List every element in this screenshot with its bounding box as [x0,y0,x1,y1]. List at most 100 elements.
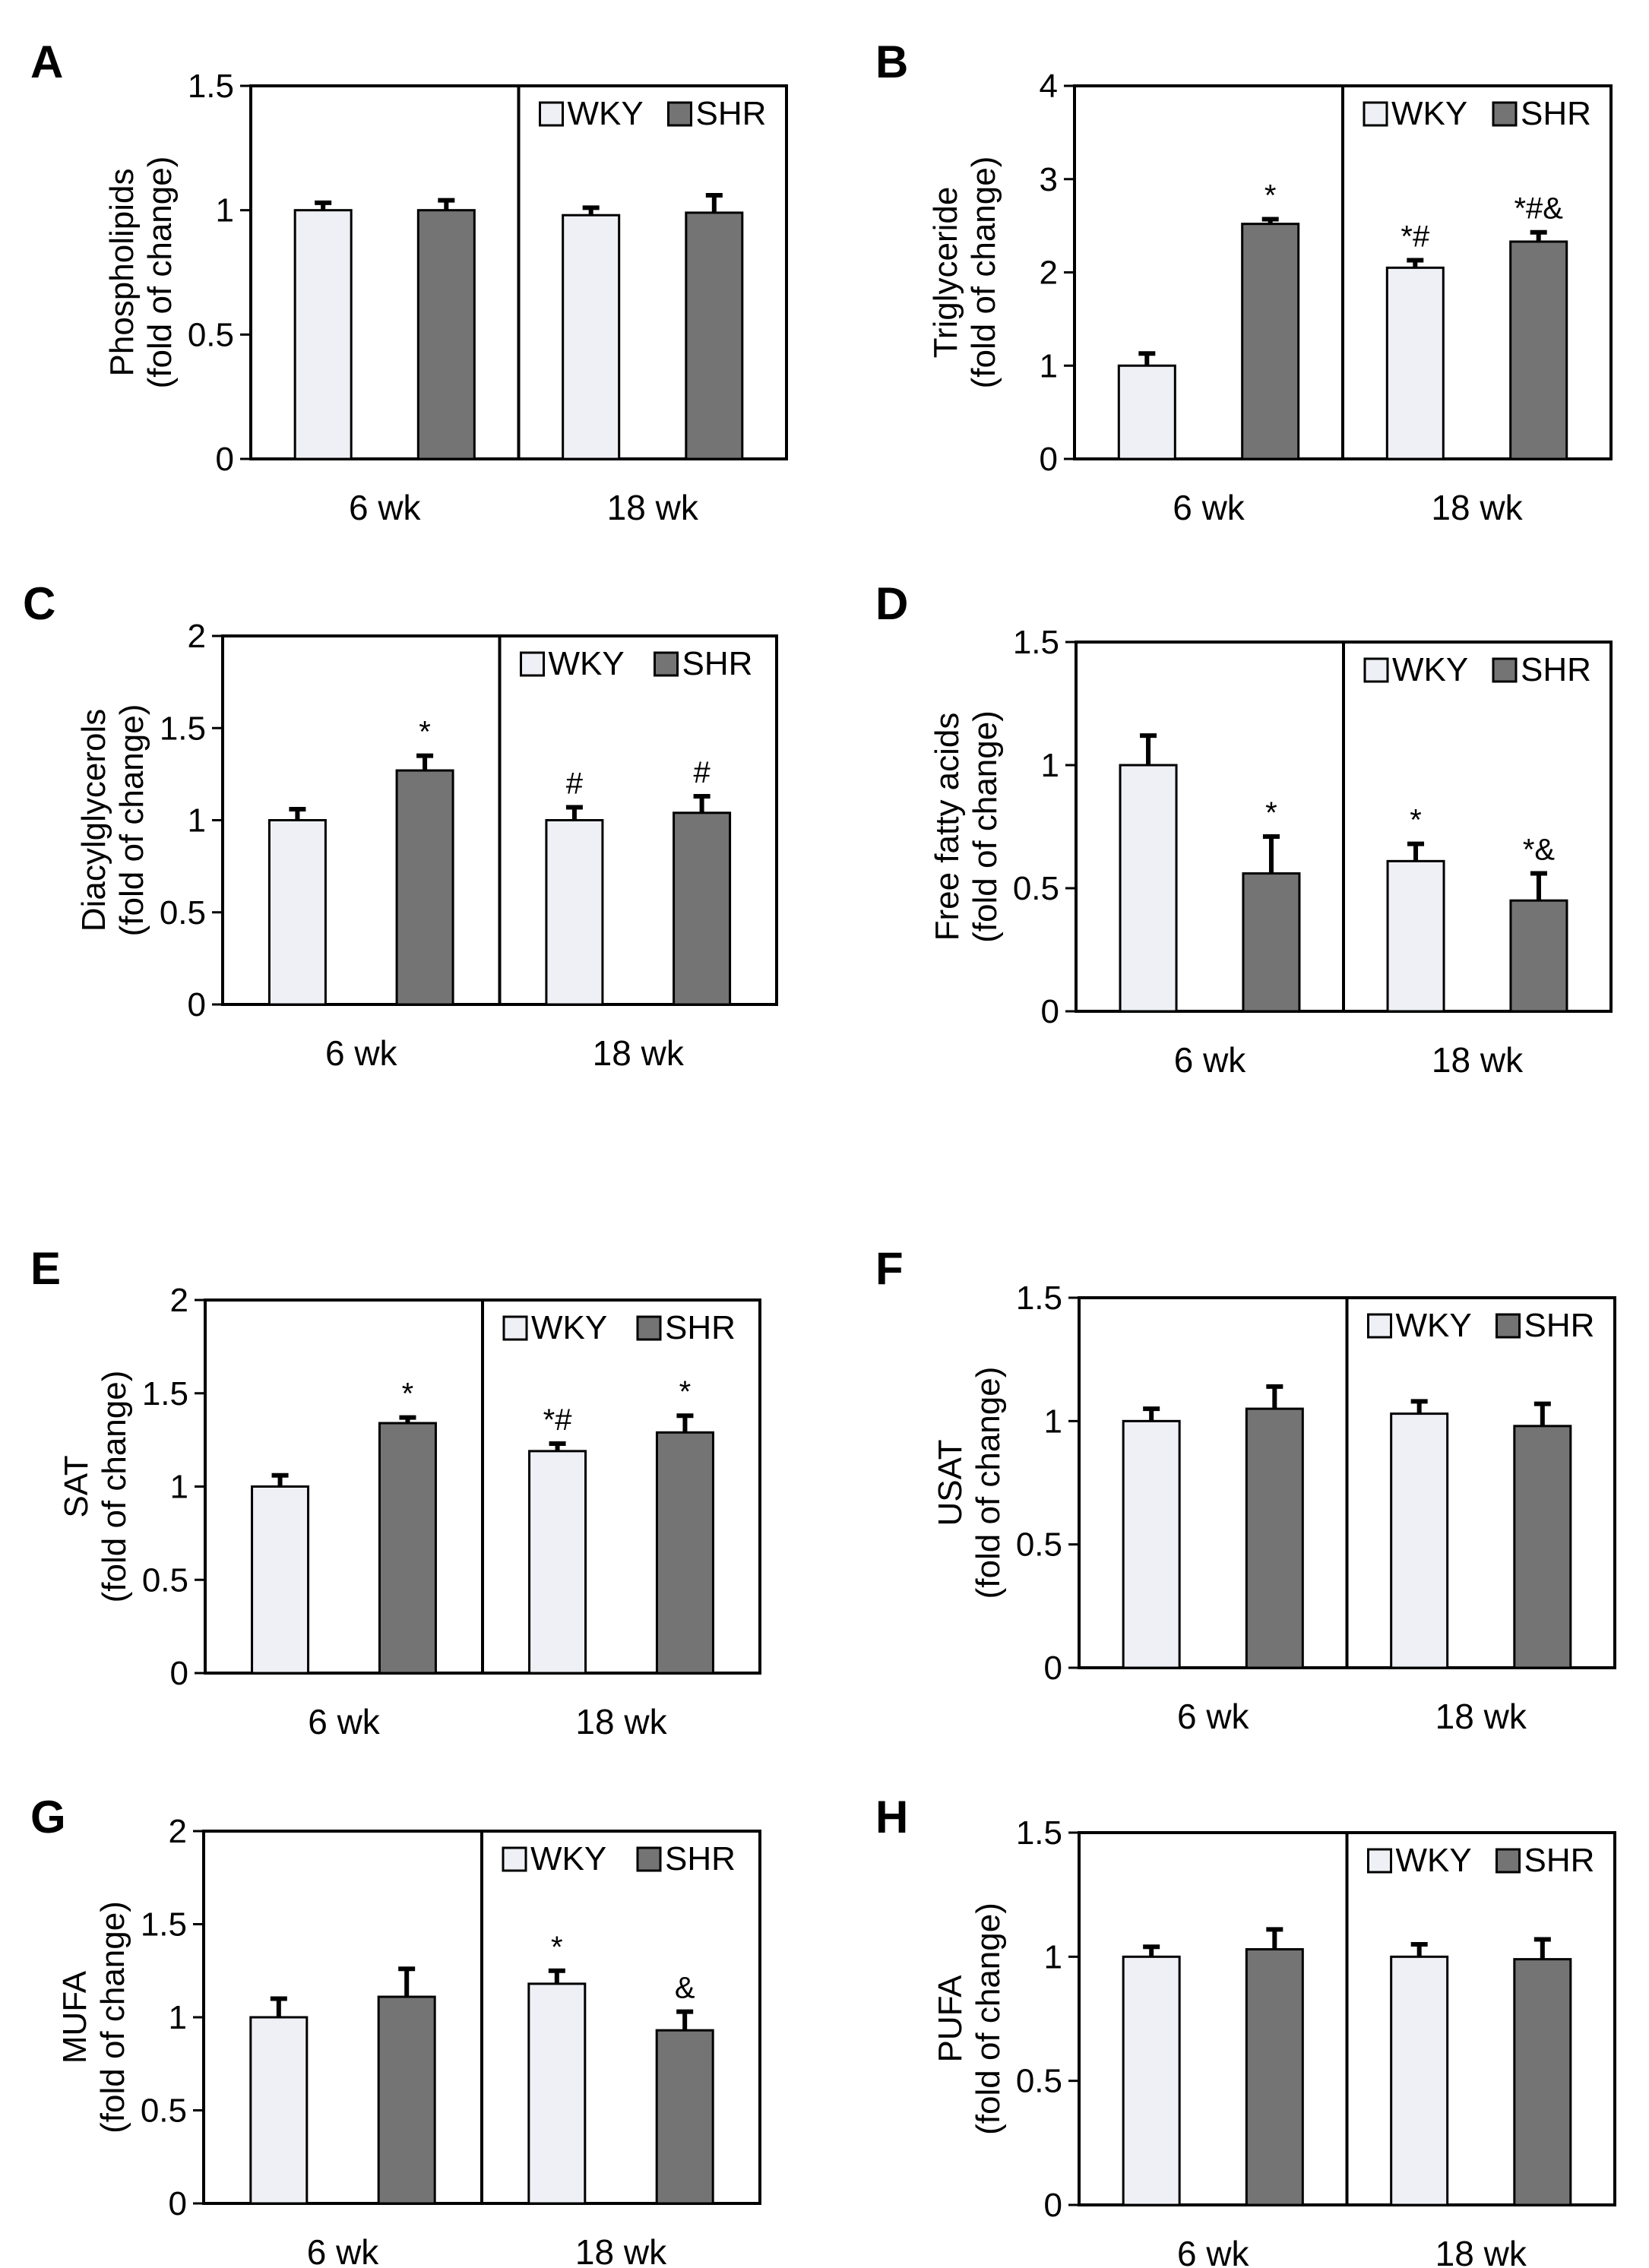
y-axis-sublabel: (fold of change) [94,1901,131,2134]
y-axis-sublabel: (fold of change) [113,704,150,937]
legend-swatch-wky [1367,1848,1392,1874]
significance-label: * [1265,796,1277,830]
y-tick-label: 0 [170,1655,188,1692]
y-axis-label: SAT [58,1455,95,1517]
panel-c: C 0 0.5 1 1.5 2 Diacylglycerols (fold of change… [23,578,778,1073]
bar-shr [1242,872,1301,1013]
significance-label: * [679,1375,692,1409]
y-tick-label: 0 [188,986,206,1023]
y-tick-label: 3 [1040,161,1058,198]
bar-shr [1509,899,1568,1013]
group-label: 6 wk [1173,488,1245,527]
significance-label: *# [543,1403,573,1437]
bar-wky [1386,859,1445,1013]
bar-wky [1390,1412,1449,1669]
y-tick-label: 1 [169,1999,187,2036]
y-tick-label: 1 [1040,347,1058,384]
y-tick-label: 1 [1044,1403,1062,1440]
group-label: 18 wk [1435,2234,1527,2268]
y-axis-sublabel: (fold of change) [96,1371,133,1603]
y-tick-label: 1.5 [142,1375,188,1412]
legend-swatch-wky [502,1315,528,1341]
panel-letter: B [875,36,908,87]
bar-wky [293,209,353,460]
bar-wky [251,1485,310,1675]
legend-label-shr: SHR [696,95,767,132]
bar-shr [377,1995,436,2205]
group-label: 18 wk [593,1033,685,1073]
legend-swatch-wky [520,651,545,677]
bar-shr [1245,1948,1304,2206]
bar-wky [528,1450,587,1675]
bar-shr [1245,1407,1304,1669]
legend-label-shr: SHR [665,1309,736,1346]
bar-shr [655,2029,714,2205]
legend-label-shr: SHR [1521,95,1591,132]
bar-shr [673,811,732,1006]
legend-swatch-shr [667,101,692,127]
legend-swatch-shr [636,1315,662,1341]
legend-swatch-shr [1492,101,1518,127]
y-tick-label: 1.5 [160,710,206,747]
y-axis-sublabel: (fold of change) [970,1367,1007,1599]
y-tick-label: 2 [1040,255,1058,292]
group-label: 6 wk [349,488,422,527]
y-tick-label: 0.5 [160,894,206,932]
legend-label-shr: SHR [682,645,753,682]
y-tick-label: 1 [216,192,234,229]
significance-label: * [551,1931,563,1964]
y-axis-label: Diacylglycerols [75,709,112,932]
bar-shr [655,1431,714,1675]
group-label: 6 wk [325,1033,398,1073]
panel-letter: H [875,1792,908,1843]
significance-label: *& [1523,833,1556,867]
y-tick-label: 0.5 [1016,2063,1062,2100]
legend-label-shr: SHR [665,1840,736,1877]
y-tick-label: 0.5 [1016,1526,1062,1564]
legend-label-shr: SHR [1521,651,1591,688]
y-axis-sublabel: (fold of change) [967,710,1004,943]
legend-swatch-shr [1492,657,1518,683]
legend-swatch-wky [539,101,564,127]
y-axis-label: Triglyceride [927,187,964,359]
group-label: 18 wk [575,1702,667,1741]
legend-swatch-wky [1367,1313,1392,1339]
legend-swatch-wky [1363,657,1389,683]
y-tick-label: 0 [1040,441,1058,478]
legend-label-wky: WKY [1396,1307,1472,1344]
group-label: 18 wk [1431,488,1523,527]
panel-e: E 0 0.5 1 1.5 2 SAT (fold of change) 6 wk * 18 wk *… [30,1243,761,1741]
group-label: 6 wk [1174,1040,1247,1080]
panel-f: F 0 0.5 1 1.5 USAT (fold of change) 6 wk 18 wk WK… [875,1243,1616,1736]
significance-label: # [566,767,584,801]
panel-letter: G [30,1792,66,1843]
panel-d: D 0 0.5 1 1.5 Free fatty acids (fold of change… [875,578,1613,1080]
y-tick-label: 1 [1041,747,1059,784]
y-axis-label: PUFA [932,1975,969,2063]
group-label: 18 wk [607,488,699,527]
legend-swatch-shr [1495,1313,1521,1339]
y-tick-label: 1 [1044,1938,1062,1975]
legend-swatch-wky [1363,101,1388,127]
bar-wky [1385,266,1445,460]
bar-shr [685,211,744,460]
panel-g: G 0 0.5 1 1.5 2 MUFA (fold of change) 6 wk 18 wk *… [30,1792,761,2268]
bar-shr [378,1422,437,1675]
y-tick-label: 0 [216,441,234,478]
legend-swatch-wky [502,1846,527,1872]
significance-label: * [419,716,431,749]
y-tick-label: 0 [1044,1650,1062,1687]
bar-wky [1117,364,1176,460]
y-tick-label: 0.5 [188,316,234,353]
y-axis-label: MUFA [56,1970,93,2064]
y-tick-label: 1.5 [1016,1280,1062,1317]
y-axis-sublabel: (fold of change) [965,157,1002,389]
bar-shr [395,769,454,1006]
legend-label-wky: WKY [549,645,625,682]
significance-label: *# [1401,220,1430,254]
y-axis-label: Phospholipids [103,169,141,377]
bar-wky [267,819,327,1006]
bar-wky [562,214,621,460]
y-tick-label: 1.5 [1013,624,1059,661]
